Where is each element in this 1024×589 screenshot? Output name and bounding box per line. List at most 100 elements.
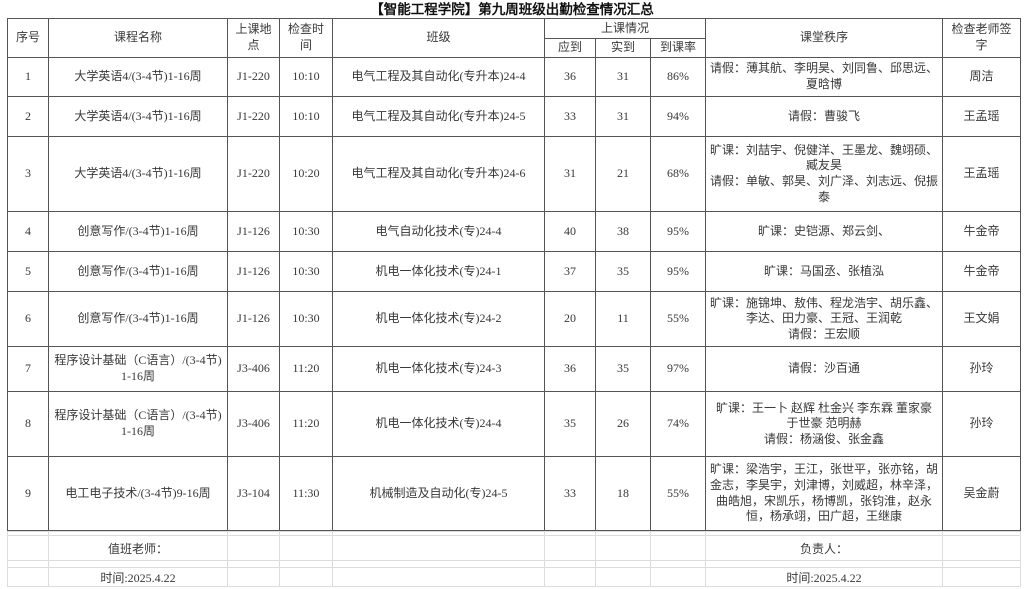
cell-seq: 4 (7, 211, 49, 252)
cell-time: 11:20 (279, 391, 333, 457)
order-line: 请假：杨涵俊、张金鑫 (764, 431, 885, 446)
cell-class: 机电一体化技术(专)24-2 (332, 291, 545, 347)
empty-cell (7, 560, 49, 568)
header-row-1: 序号 课程名称 上课地点 检查时间 班级 上课情况 课堂秩序 检查老师签字 (7, 18, 1022, 58)
empty-cell (650, 567, 706, 587)
cell-expected: 33 (544, 96, 596, 137)
cell-location: J1-126 (227, 291, 280, 347)
cell-actual: 11 (595, 291, 651, 347)
col-header-course: 课程名称 (48, 18, 228, 58)
cell-course: 创意写作/(3-4节)1-16周 (48, 291, 228, 347)
col-header-signature: 检查老师签字 (942, 18, 1022, 58)
footer-grid: 值班老师： 负责人： 时间:2025.4.22 时间:2025.4.22 (7, 531, 1021, 587)
table-row: 7 程序设计基础（C语言）/(3-4节)1-16周 J3-406 11:20 机… (7, 346, 1022, 392)
empty-cell (227, 560, 280, 568)
cell-order: 旷课：马国丞、张植泓 (705, 251, 944, 292)
cell-class: 机电一体化技术(专)24-1 (332, 251, 545, 292)
cell-location: J3-406 (227, 346, 280, 392)
cell-teacher: 孙玲 (942, 346, 1022, 392)
cell-course: 程序设计基础（C语言）/(3-4节)1-16周 (48, 346, 228, 392)
cell-rate: 55% (649, 456, 707, 531)
cell-location: J3-104 (227, 456, 280, 531)
order-line: 请假：单敏、郭昊、刘广泽、刘志远、倪振泰 (710, 174, 939, 204)
col-header-expected: 应到 (544, 38, 596, 58)
table-row: 3 大学英语4/(3-4节)1-16周 J1-220 10:20 电气工程及其自… (7, 136, 1022, 212)
cell-rate: 86% (649, 57, 707, 97)
order-line: 请假：薄其航、李明昊、刘同鲁、邱思远、夏晗博 (710, 61, 939, 91)
cell-class: 机电一体化技术(专)24-3 (332, 346, 545, 392)
empty-cell (7, 535, 49, 561)
cell-seq: 3 (7, 136, 49, 212)
empty-cell (332, 567, 545, 587)
cell-time: 10:20 (279, 136, 333, 212)
empty-cell (595, 560, 651, 568)
cell-expected: 35 (544, 391, 596, 457)
cell-location: J1-220 (227, 136, 280, 212)
cell-order: 旷课：刘喆宇、倪健洋、王墨龙、魏翊硕、臧友昊 请假：单敏、郭昊、刘广泽、刘志远、… (705, 136, 944, 212)
cell-expected: 20 (544, 291, 596, 347)
cell-rate: 94% (649, 96, 707, 137)
empty-cell (595, 567, 651, 587)
cell-location: J1-126 (227, 211, 280, 252)
order-line: 旷课：马国丞、张植泓 (764, 263, 885, 278)
cell-seq: 7 (7, 346, 49, 392)
empty-cell (942, 535, 1021, 561)
footer-signature-row: 值班老师： 负责人： (7, 535, 1021, 561)
empty-cell (595, 535, 651, 561)
cell-class: 电气自动化技术(专)24-4 (332, 211, 545, 252)
cell-location: J1-126 (227, 251, 280, 292)
cell-location: J1-220 (227, 96, 280, 137)
cell-expected: 36 (544, 57, 596, 97)
col-header-no: 序号 (7, 18, 49, 58)
page-title: 【智能工程学院】第九周班级出勤检查情况汇总 (370, 2, 654, 17)
col-header-rate: 到课率 (649, 38, 707, 58)
cell-order: 旷课：王一卜 赵辉 杜金兴 李东霖 董家豪 于世豪 范明赫 请假：杨涵俊、张金鑫 (705, 391, 944, 457)
empty-cell (7, 567, 49, 587)
cell-actual: 21 (595, 136, 651, 212)
col-header-order: 课堂秩序 (705, 18, 944, 58)
cell-time: 10:30 (279, 251, 333, 292)
cell-teacher: 孙玲 (942, 391, 1022, 457)
cell-time: 10:10 (279, 96, 333, 137)
cell-class: 电气工程及其自动化(专升本)24-5 (332, 96, 545, 137)
empty-cell (332, 535, 545, 561)
empty-cell (279, 560, 333, 568)
cell-rate: 95% (649, 251, 707, 292)
cell-expected: 37 (544, 251, 596, 292)
cell-seq: 2 (7, 96, 49, 137)
order-line: 请假：沙百通 (788, 361, 861, 376)
col-header-actual: 实到 (595, 38, 651, 58)
cell-rate: 74% (649, 391, 707, 457)
cell-class: 机电一体化技术(专)24-4 (332, 391, 545, 457)
cell-course: 创意写作/(3-4节)1-16周 (48, 251, 228, 292)
cell-seq: 8 (7, 391, 49, 457)
empty-cell (650, 535, 706, 561)
cell-seq: 1 (7, 57, 49, 97)
cell-teacher: 王文娟 (942, 291, 1022, 347)
table-row: 9 电工电子技术/(3-4节)9-16周 J3-104 11:30 机械制造及自… (7, 456, 1022, 531)
order-line: 旷课：史铠源、郑云剑、 (758, 223, 891, 238)
cell-order: 旷课：梁浩宇，王江，张世平，张亦铭，胡金志，李昊宇，刘津博，刘威超，林辛泽，曲皓… (705, 456, 944, 531)
cell-expected: 33 (544, 456, 596, 531)
empty-cell (650, 560, 706, 568)
cell-time: 10:30 (279, 291, 333, 347)
empty-cell (942, 560, 1021, 568)
empty-cell (544, 535, 596, 561)
empty-cell (227, 567, 280, 587)
col-header-check-time: 检查时间 (279, 18, 333, 58)
order-line: 旷课：刘喆宇、倪健洋、王墨龙、魏翊硕、臧友昊 (710, 142, 939, 173)
table-row: 2 大学英语4/(3-4节)1-16周 J1-220 10:10 电气工程及其自… (7, 96, 1022, 137)
order-line: 请假：王宏顺 (788, 326, 861, 341)
cell-actual: 31 (595, 57, 651, 97)
empty-cell (544, 567, 596, 587)
order-line: 旷课：施锦坤、敖伟、程龙浩宇、胡乐鑫、李达、田力豪、王冠、王润乾 (710, 295, 939, 326)
cell-teacher: 牛金帝 (942, 251, 1022, 292)
cell-time: 11:20 (279, 346, 333, 392)
col-header-location: 上课地点 (227, 18, 280, 58)
cell-actual: 38 (595, 211, 651, 252)
cell-course: 大学英语4/(3-4节)1-16周 (48, 57, 228, 97)
cell-expected: 40 (544, 211, 596, 252)
cell-order: 请假：薄其航、李明昊、刘同鲁、邱思远、夏晗博 (705, 57, 944, 97)
cell-teacher: 吴金蔚 (942, 456, 1022, 531)
